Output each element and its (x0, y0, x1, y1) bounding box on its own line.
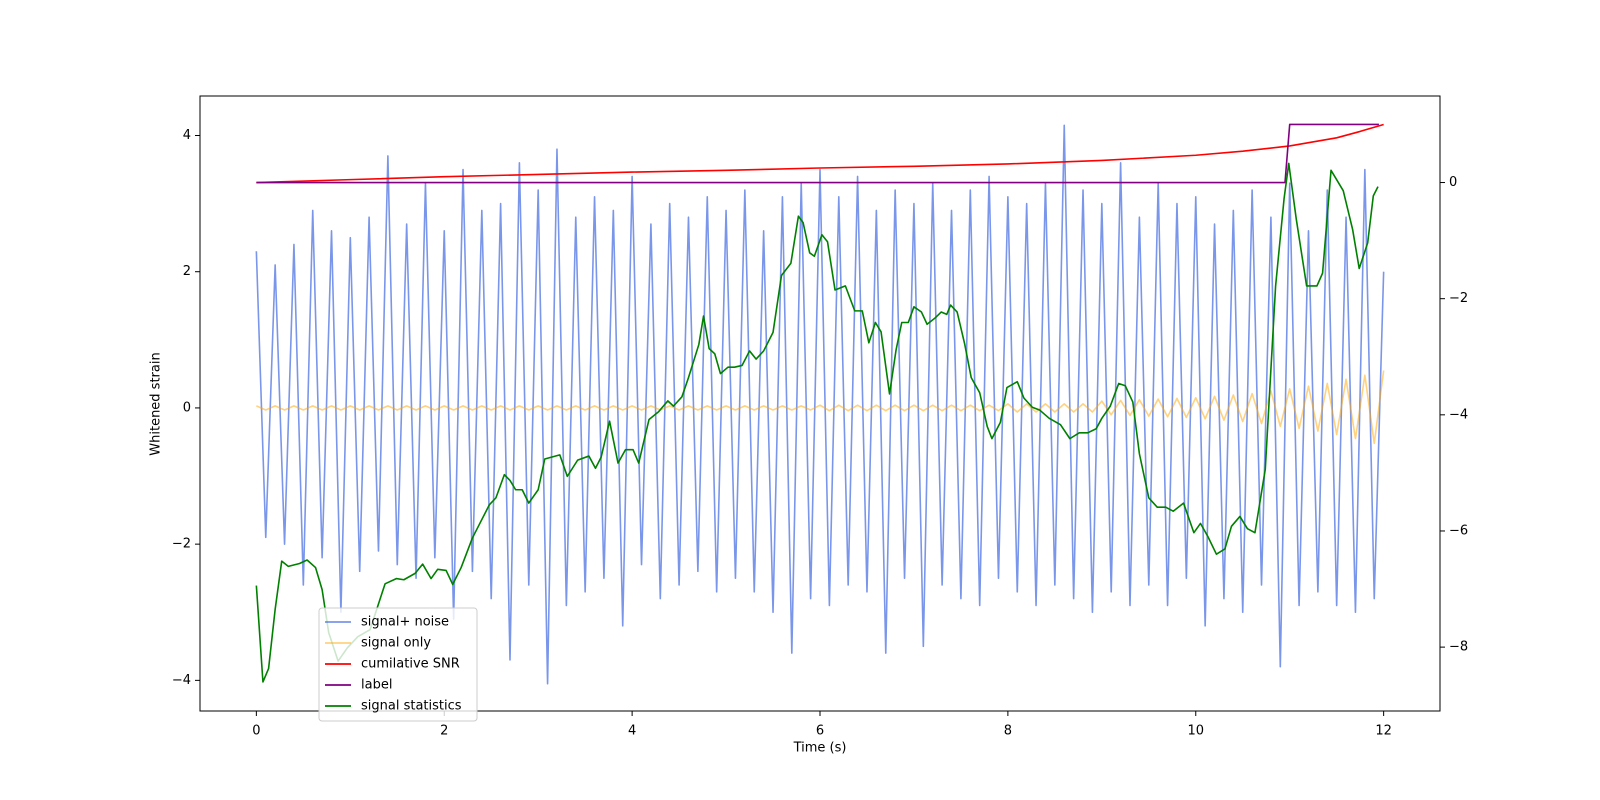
y2-tick-label: −6 (1449, 523, 1468, 538)
y2-tick-label: 0 (1449, 175, 1457, 190)
x-tick-label: 2 (440, 724, 448, 739)
y2-tick-label: −4 (1449, 407, 1468, 422)
y2-tick-label: −2 (1449, 291, 1468, 306)
legend: signal+ noise signal only cumilative SNR la… (318, 607, 478, 722)
legend-label: signal only (361, 636, 431, 651)
x-tick-label: 6 (816, 724, 824, 739)
x-tick-label: 8 (1004, 724, 1012, 739)
x-tick-label: 4 (628, 724, 636, 739)
x-tick-label: 0 (252, 724, 260, 739)
y-tick-label: −2 (172, 537, 191, 552)
y-tick-label: 0 (183, 400, 191, 415)
legend-label: label (361, 678, 392, 693)
y2-tick-label: −8 (1449, 640, 1468, 655)
x-tick-label: 10 (1187, 724, 1204, 739)
series-line (256, 123, 1379, 184)
y-tick-label: −4 (172, 673, 191, 688)
legend-box (318, 607, 478, 722)
series-line (256, 370, 1385, 445)
y-axis-label: Whitened strain (149, 352, 164, 455)
series-line (255, 162, 1379, 683)
y-tick-label: 2 (183, 264, 191, 279)
legend-label: signal statistics (361, 699, 462, 714)
legend-label: signal+ noise (361, 615, 449, 630)
series-line (256, 123, 1384, 184)
legend-label: cumilative SNR (361, 657, 460, 672)
plot-lines (255, 123, 1385, 685)
y-tick-label: 4 (183, 128, 191, 143)
x-axis-label: Time (s) (793, 741, 847, 756)
x-tick-label: 12 (1375, 724, 1392, 739)
series-line (255, 124, 1385, 685)
